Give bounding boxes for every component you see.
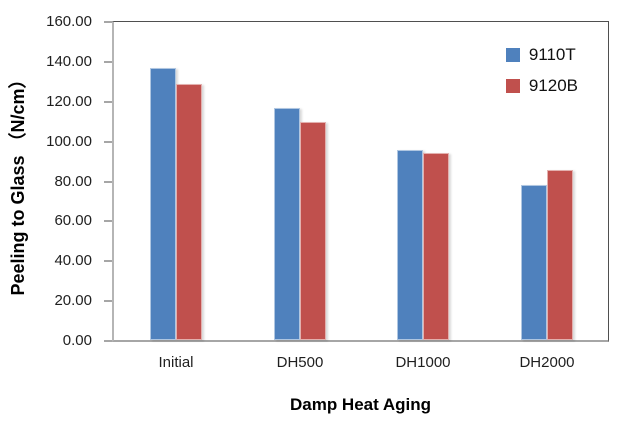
y-tick-label: 120.00	[46, 92, 92, 110]
x-category-label-dh500: DH500	[276, 354, 324, 371]
y-tick-mark	[104, 180, 112, 183]
y-tick-label: 140.00	[46, 52, 92, 70]
legend-item-9110t: 9110T	[505, 45, 578, 64]
y-tick-mark	[104, 220, 112, 223]
plot-area: 9110T 9120B	[112, 21, 609, 342]
y-tick-label: 80.00	[54, 172, 92, 190]
x-category-label-dh2000: DH2000	[519, 354, 575, 371]
bar-9120b-dh500	[300, 122, 326, 340]
y-tick-mark	[104, 300, 112, 303]
legend-label-9110t: 9110T	[528, 45, 576, 64]
y-tick-label: 20.00	[54, 292, 92, 310]
y-tick-mark	[104, 21, 112, 23]
y-tick-mark	[104, 260, 112, 263]
y-tick-mark	[104, 140, 112, 143]
x-category-label-dh1000: DH1000	[395, 354, 451, 371]
bar-9120b-dh1000	[423, 153, 449, 340]
y-tick-label: 0.00	[62, 332, 92, 349]
y-tick-label: 100.00	[46, 132, 92, 150]
legend-item-9120b: 9120B	[505, 76, 578, 95]
legend-swatch-9120b-icon	[505, 79, 520, 93]
legend: 9110T 9120B	[505, 45, 578, 95]
x-category-label-initial: Initial	[158, 354, 194, 371]
y-tick-label: 160.00	[46, 13, 92, 30]
bar-9120b-initial	[176, 84, 202, 340]
bar-9110t-dh2000	[521, 185, 547, 340]
bar-9110t-initial	[150, 68, 176, 340]
legend-swatch-9110t-icon	[505, 48, 520, 62]
y-tick-label: 60.00	[54, 212, 92, 230]
y-tick-mark	[104, 100, 112, 103]
bar-9110t-dh500	[274, 108, 300, 340]
y-tick-mark	[104, 60, 112, 63]
legend-label-9120b: 9120B	[528, 76, 578, 95]
y-tick-label: 40.00	[54, 252, 92, 270]
x-axis-title: Damp Heat Aging	[289, 395, 432, 414]
bar-9110t-dh1000	[397, 150, 423, 340]
bar-9120b-dh2000	[547, 170, 573, 340]
y-tick-mark	[104, 340, 112, 342]
